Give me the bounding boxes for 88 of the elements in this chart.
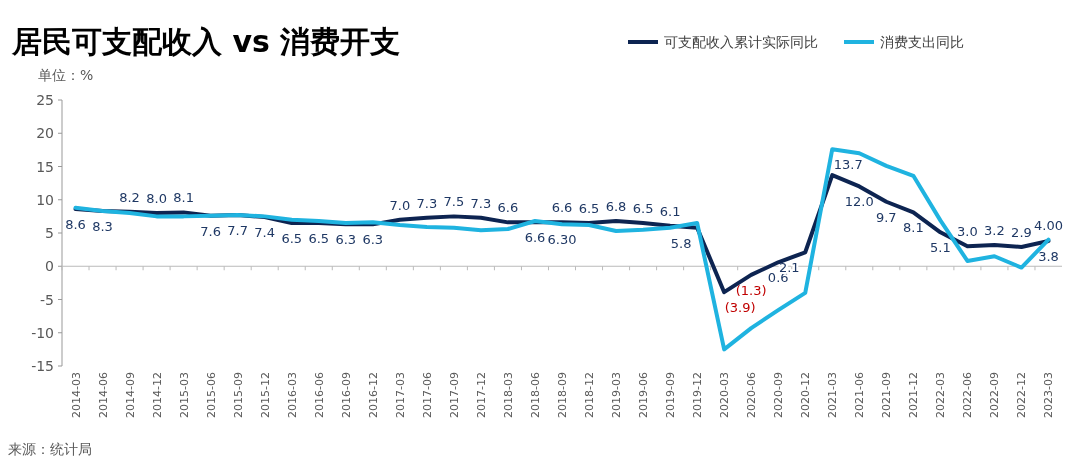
data-label: (3.9) xyxy=(724,300,756,316)
data-label: 6.8 xyxy=(605,199,627,215)
data-label: 5.8 xyxy=(670,235,692,251)
x-tick-label: 2016-12 xyxy=(366,372,380,418)
x-tick-label: 2019-06 xyxy=(637,372,651,418)
data-label: 8.1 xyxy=(173,190,194,206)
data-label: 3.8 xyxy=(1038,248,1059,264)
data-label: 7.3 xyxy=(416,195,438,211)
x-tick-label: 2014-12 xyxy=(150,372,164,418)
x-tick-label: 2018-09 xyxy=(556,372,569,418)
legend-label: 可支配收入累计实际同比 xyxy=(664,34,818,50)
data-label: 8.1 xyxy=(903,220,924,236)
data-label: 9.7 xyxy=(875,209,897,225)
x-tick-label: 2020-06 xyxy=(745,372,759,418)
data-label: 4.00 xyxy=(1034,217,1063,233)
data-label: 6.5 xyxy=(632,201,654,217)
data-label: 7.5 xyxy=(443,194,465,210)
data-label: (1.3) xyxy=(735,282,767,298)
x-tick-label: 2016-06 xyxy=(312,372,326,418)
x-tick-label: 2015-12 xyxy=(258,372,272,418)
x-tick-label: 2019-03 xyxy=(610,372,624,418)
x-tick-label: 2021-06 xyxy=(853,372,867,418)
x-tick-label: 2018-12 xyxy=(583,372,597,418)
x-tick-label: 2015-03 xyxy=(177,372,191,418)
data-label: 8.6 xyxy=(65,217,86,233)
data-label: 8.0 xyxy=(146,191,167,207)
x-tick-label: 2020-09 xyxy=(772,372,786,418)
x-tick-label: 2022-06 xyxy=(961,372,975,418)
x-tick-label: 2018-06 xyxy=(528,372,542,418)
data-label: 6.6 xyxy=(524,230,546,246)
x-tick-label: 2014-09 xyxy=(123,372,137,418)
data-label: 6.30 xyxy=(547,232,577,248)
annotation: 来源：统计局 xyxy=(8,441,92,457)
y-tick-label: 15 xyxy=(36,158,54,175)
data-label: 8.3 xyxy=(92,219,113,235)
y-tick-label: -15 xyxy=(31,358,54,374)
x-tick-label: 2016-09 xyxy=(339,372,353,418)
data-label: 6.5 xyxy=(281,231,303,247)
x-tick-label: 2018-03 xyxy=(501,372,515,418)
x-tick-label: 2021-09 xyxy=(880,372,894,418)
data-label: 6.5 xyxy=(578,201,600,217)
legend-label: 消费支出同比 xyxy=(880,34,964,50)
data-label: 7.7 xyxy=(227,223,249,239)
x-tick-label: 2014-03 xyxy=(69,372,83,418)
y-tick-label: 20 xyxy=(36,125,54,142)
x-tick-label: 2016-03 xyxy=(285,372,299,418)
data-label: 6.5 xyxy=(308,231,330,247)
data-label: 3.2 xyxy=(984,222,1005,238)
x-tick-label: 2014-06 xyxy=(96,372,110,418)
x-tick-label: 2022-12 xyxy=(1015,372,1029,418)
x-tick-label: 2020-12 xyxy=(799,372,813,418)
data-label: 7.0 xyxy=(389,197,411,213)
x-tick-label: 2023-03 xyxy=(1042,372,1056,418)
data-label: 7.3 xyxy=(470,195,492,211)
x-tick-label: 2020-03 xyxy=(718,372,732,418)
x-tick-label: 2019-09 xyxy=(664,372,678,418)
data-label: 6.6 xyxy=(551,200,573,216)
x-tick-label: 2015-06 xyxy=(204,372,218,418)
y-tick-label: -5 xyxy=(40,291,54,308)
title: 居民可支配收入 vs 消费开支 xyxy=(12,24,401,59)
data-label: 13.7 xyxy=(833,157,863,173)
x-tick-label: 2019-12 xyxy=(691,372,705,418)
y-tick-label: 25 xyxy=(36,92,54,108)
data-label: 5.1 xyxy=(930,240,951,256)
x-tick-label: 2015-09 xyxy=(231,372,245,418)
data-label: 6.1 xyxy=(659,203,681,219)
data-label: 7.6 xyxy=(200,223,221,239)
data-label: 12.0 xyxy=(844,194,874,210)
data-label: 3.0 xyxy=(957,224,978,240)
y-tick-label: -10 xyxy=(31,324,54,341)
y-tick-label: 10 xyxy=(36,191,54,208)
data-label: 6.6 xyxy=(497,200,519,216)
y-tick-label: 0 xyxy=(45,258,54,275)
ylabel: 单位：% xyxy=(38,67,94,83)
data-label: 6.3 xyxy=(362,232,384,248)
x-tick-label: 2022-09 xyxy=(988,372,1002,418)
x-tick-label: 2017-03 xyxy=(393,372,407,418)
x-tick-label: 2017-06 xyxy=(420,372,434,418)
x-tick-label: 2017-09 xyxy=(447,372,461,418)
x-tick-label: 2017-12 xyxy=(474,372,488,418)
x-tick-label: 2022-03 xyxy=(934,372,948,418)
x-tick-label: 2021-12 xyxy=(907,372,921,418)
data-label: 8.2 xyxy=(119,189,140,205)
x-tick-label: 2021-03 xyxy=(826,372,840,418)
data-label: 7.4 xyxy=(254,225,276,241)
data-label: 6.3 xyxy=(335,232,357,248)
y-tick-label: 5 xyxy=(45,225,54,241)
data-label: 2.9 xyxy=(1011,224,1032,240)
